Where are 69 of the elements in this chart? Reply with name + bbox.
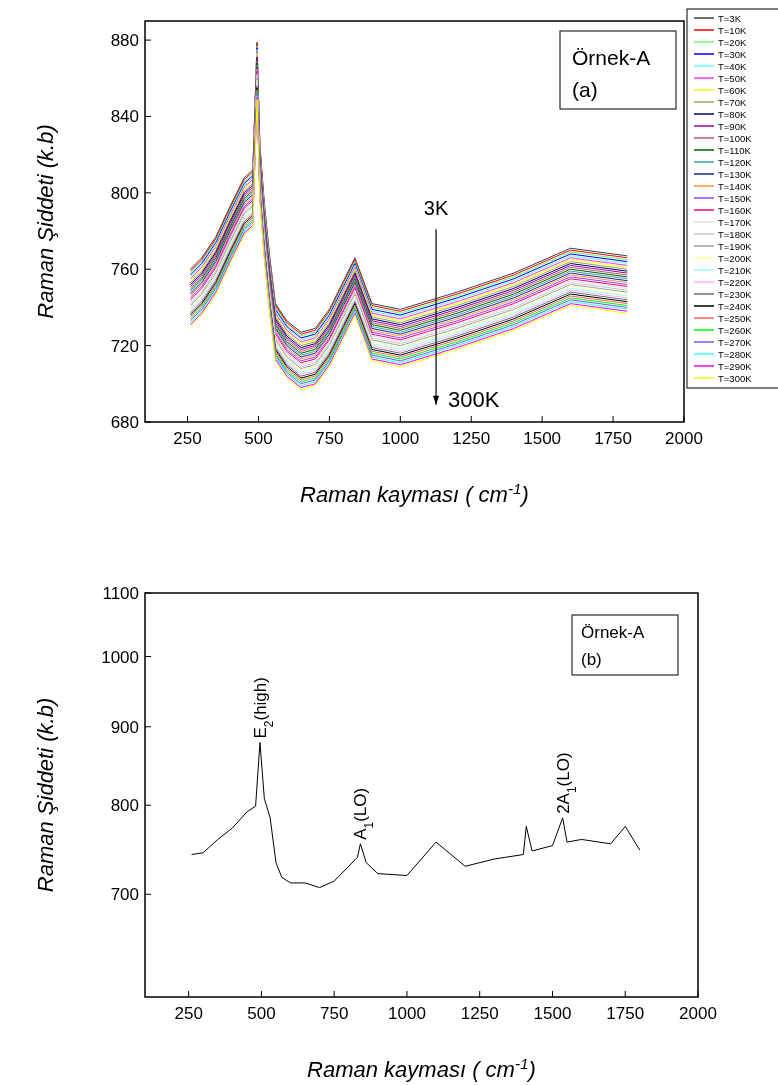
annotation: Örnek-A — [572, 46, 651, 69]
y-axis-title: Raman Şiddeti (k.b) — [33, 697, 58, 893]
annotation: 3K — [423, 197, 449, 220]
y-tick-label: 720 — [110, 336, 139, 356]
legend-label: T=270K — [718, 336, 753, 348]
x-tick-label: 1500 — [523, 429, 562, 448]
legend-label: T=10K — [718, 24, 747, 36]
legend-label: T=220K — [718, 276, 753, 288]
y-tick-label: 840 — [110, 107, 139, 127]
legend-label: T=3K — [718, 12, 742, 24]
legend-label: T=290K — [718, 360, 753, 372]
x-axis-title: Raman kayması ( cm$^{-1}$) — [307, 1054, 536, 1082]
legend-label: T=40K — [718, 60, 747, 72]
x-tick-label: 2000 — [679, 1004, 717, 1023]
y-tick-label: 800 — [110, 796, 139, 816]
annotation: Örnek-A — [581, 623, 645, 642]
legend-label: T=20K — [718, 36, 747, 48]
legend-label: T=280K — [718, 348, 753, 360]
legend-label: T=130K — [718, 168, 753, 180]
y-tick-label: 700 — [110, 885, 139, 905]
legend-label: T=70K — [718, 96, 747, 108]
legend-label: T=30K — [718, 48, 747, 60]
annotation: (b) — [581, 650, 602, 669]
legend-label: T=150K — [718, 192, 753, 204]
y-tick-label: 880 — [110, 31, 139, 51]
annotation: (a) — [572, 78, 598, 101]
x-tick-label: 500 — [247, 1004, 276, 1023]
legend-label: T=240K — [718, 300, 753, 312]
legend-label: T=250K — [718, 312, 753, 324]
y-tick-label: 1000 — [101, 647, 139, 667]
legend-label: T=110K — [718, 144, 752, 156]
x-axis-title: Raman kayması ( cm$^{-1}$) — [300, 479, 529, 507]
legend-label: T=300K — [718, 372, 753, 384]
legend-label: T=100K — [718, 132, 753, 144]
x-tick-label: 1000 — [381, 429, 420, 448]
x-tick-label: 1000 — [388, 1004, 426, 1023]
line-series — [191, 741, 641, 889]
legend-label: T=90K — [718, 120, 747, 132]
legend-label: T=60K — [718, 84, 747, 96]
annotation: 300K — [448, 386, 500, 412]
legend-label: T=190K — [718, 240, 753, 252]
legend-label: T=160K — [718, 204, 753, 216]
y-axis-title: Raman Şiddeti (k.b) — [33, 124, 58, 319]
legend-label: T=200K — [718, 252, 753, 264]
legend-label: T=170K — [718, 216, 753, 228]
x-tick-label: 1250 — [460, 1004, 499, 1023]
legend-label: T=260K — [718, 324, 753, 336]
x-tick-label: 1500 — [533, 1004, 572, 1023]
x-tick-label: 250 — [174, 1004, 203, 1023]
x-tick-label: 750 — [320, 1004, 349, 1023]
y-tick-label: 1100 — [102, 584, 139, 603]
x-tick-label: 1750 — [606, 1004, 645, 1023]
x-tick-label: 2000 — [665, 429, 703, 448]
y-tick-label: 760 — [110, 260, 139, 280]
x-tick-label: 250 — [173, 429, 202, 448]
x-tick-label: 500 — [244, 429, 273, 448]
legend-label: T=80K — [718, 108, 747, 120]
legend-label: T=230K — [718, 288, 753, 300]
y-tick-label: 900 — [110, 717, 139, 737]
x-tick-label: 1250 — [452, 429, 491, 448]
y-tick-label: 800 — [110, 183, 139, 203]
x-tick-label: 750 — [315, 429, 344, 448]
legend-label: T=210K — [718, 264, 753, 276]
legend-label: T=140K — [718, 180, 753, 192]
legend-label: T=120K — [718, 156, 753, 168]
legend-label: T=180K — [718, 228, 753, 240]
x-tick-label: 1750 — [594, 429, 632, 448]
legend-label: T=50K — [718, 72, 747, 84]
y-tick-label: 680 — [110, 413, 139, 432]
